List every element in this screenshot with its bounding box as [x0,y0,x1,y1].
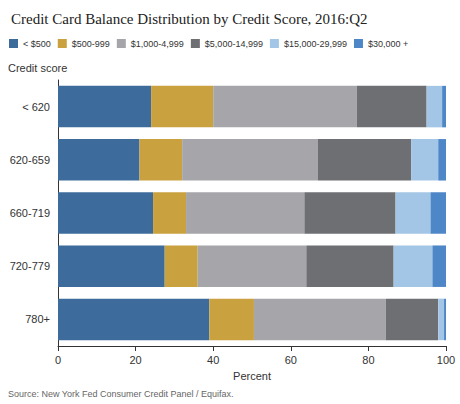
svg-text:$30,000 +: $30,000 + [368,39,408,49]
svg-text:$5,000-14,999: $5,000-14,999 [205,39,263,49]
svg-text:660-719: 660-719 [10,207,50,219]
svg-text:80: 80 [362,354,374,366]
svg-text:< 620: < 620 [22,101,50,113]
svg-text:780+: 780+ [25,313,50,325]
svg-text:720-779: 720-779 [10,260,50,272]
svg-text:$1,000-4,999: $1,000-4,999 [131,39,184,49]
svg-text:< $500: < $500 [23,39,51,49]
svg-text:$15,000-29,999: $15,000-29,999 [284,39,347,49]
svg-text:Percent: Percent [233,370,271,382]
svg-text:100: 100 [437,354,455,366]
svg-text:0: 0 [55,354,61,366]
svg-text:Credit Card Balance Distributi: Credit Card Balance Distribution by Cred… [11,11,368,27]
svg-text:60: 60 [285,354,297,366]
svg-text:620-659: 620-659 [10,154,50,166]
svg-text:Source: New York Fed Consumer: Source: New York Fed Consumer Credit Pan… [8,389,234,399]
svg-text:Credit score: Credit score [8,62,67,74]
svg-text:$500-999: $500-999 [72,39,110,49]
svg-text:40: 40 [207,354,219,366]
svg-text:20: 20 [129,354,141,366]
